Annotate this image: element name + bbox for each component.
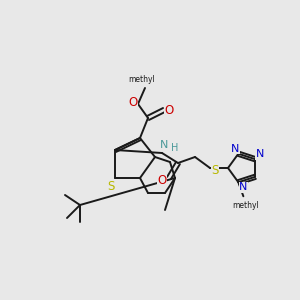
Text: N: N xyxy=(239,182,248,192)
Text: O: O xyxy=(164,103,174,116)
Text: S: S xyxy=(107,179,115,193)
Text: methyl: methyl xyxy=(129,75,155,84)
Text: H: H xyxy=(171,143,178,153)
Text: O: O xyxy=(158,173,166,187)
Text: N: N xyxy=(160,140,168,150)
Text: methyl: methyl xyxy=(232,201,259,210)
Text: S: S xyxy=(211,164,219,176)
Text: N: N xyxy=(256,149,264,159)
Text: N: N xyxy=(231,144,240,154)
Text: O: O xyxy=(128,95,138,109)
